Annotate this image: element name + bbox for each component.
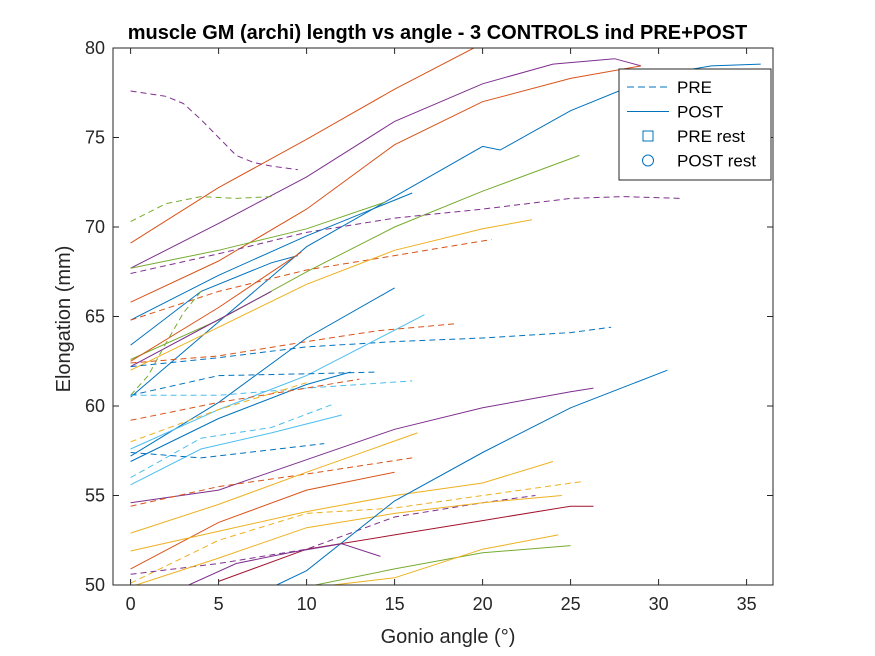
- series-line-28: [130, 443, 325, 459]
- legend-label: POST: [677, 103, 723, 122]
- series-line-35: [130, 495, 536, 575]
- legend-entry: PRE rest: [642, 127, 745, 146]
- series-line-24: [130, 414, 342, 486]
- legend-label: PRE rest: [677, 127, 745, 146]
- x-axis-title: Gonio angle (°): [381, 626, 516, 648]
- y-tick-label: 55: [85, 486, 105, 506]
- y-tick-label: 75: [85, 128, 105, 148]
- series-line-12: [130, 219, 532, 371]
- series-line-25: [130, 403, 334, 479]
- series-line-5: [130, 154, 580, 360]
- y-axis-title: Elongation (mm): [53, 246, 75, 393]
- series-line-1: [130, 48, 475, 244]
- x-tick-label: 5: [214, 594, 224, 614]
- y-tick-label: 65: [85, 307, 105, 327]
- legend-circle-marker-icon: [642, 154, 654, 167]
- series-line-33: [130, 461, 554, 552]
- series-line-9: [130, 201, 386, 269]
- y-tick-label: 60: [85, 396, 105, 416]
- series-line-34: [130, 480, 585, 584]
- series-layer: [130, 48, 761, 585]
- series-line-36: [134, 495, 562, 585]
- y-tick-label: 80: [85, 38, 105, 58]
- legend-entry: POST rest: [642, 152, 756, 171]
- series-line-10: [130, 192, 413, 321]
- legend-entry: POST: [627, 103, 723, 122]
- series-line-27: [130, 382, 307, 443]
- series-line-16: [130, 291, 202, 396]
- series-line-13: [130, 255, 298, 346]
- x-tick-label: 0: [126, 594, 136, 614]
- series-line-31: [130, 432, 418, 534]
- x-tick-label: 25: [561, 594, 581, 614]
- x-tick-label: 15: [385, 594, 405, 614]
- y-tick-label: 70: [85, 217, 105, 237]
- series-line-41: [332, 534, 559, 585]
- series-line-15: [130, 290, 272, 368]
- series-line-6: [130, 90, 298, 171]
- x-tick-label: 30: [649, 594, 669, 614]
- series-line-37: [276, 369, 668, 585]
- series-line-7: [130, 196, 272, 223]
- legend-entry: PRE: [627, 78, 712, 97]
- series-line-14: [130, 251, 302, 362]
- series-line-39: [188, 543, 381, 585]
- y-tick-label: 50: [85, 575, 105, 595]
- series-line-3: [130, 65, 642, 303]
- series-line-18: [130, 326, 612, 368]
- x-tick-label: 35: [737, 594, 757, 614]
- series-line-21: [130, 371, 378, 396]
- legend: PRE POST PRE rest POST rest: [618, 68, 772, 181]
- x-tick-label: 10: [297, 594, 317, 614]
- series-line-26: [130, 378, 360, 421]
- series-line-30: [130, 457, 413, 507]
- legend-label: PRE: [677, 78, 712, 97]
- legend-square-marker-icon: [642, 130, 654, 142]
- legend-label: POST rest: [677, 152, 756, 171]
- series-line-38: [218, 505, 594, 582]
- series-line-2: [130, 58, 642, 269]
- series-line-20: [130, 314, 425, 450]
- series-line-23: [130, 371, 351, 462]
- series-line-22: [130, 380, 413, 396]
- series-line-8: [130, 196, 682, 274]
- axes-layer: 0 5 10 15 20 25 30 35 50 55 60 65 70 75 80: [85, 38, 774, 614]
- series-line-17: [130, 323, 457, 364]
- series-line-29: [130, 387, 594, 504]
- chart-title: muscle GM (archi) length vs angle - 3 CO…: [128, 22, 748, 44]
- x-tick-label: 20: [473, 594, 493, 614]
- series-line-40: [315, 545, 571, 585]
- series-line-32: [130, 471, 395, 570]
